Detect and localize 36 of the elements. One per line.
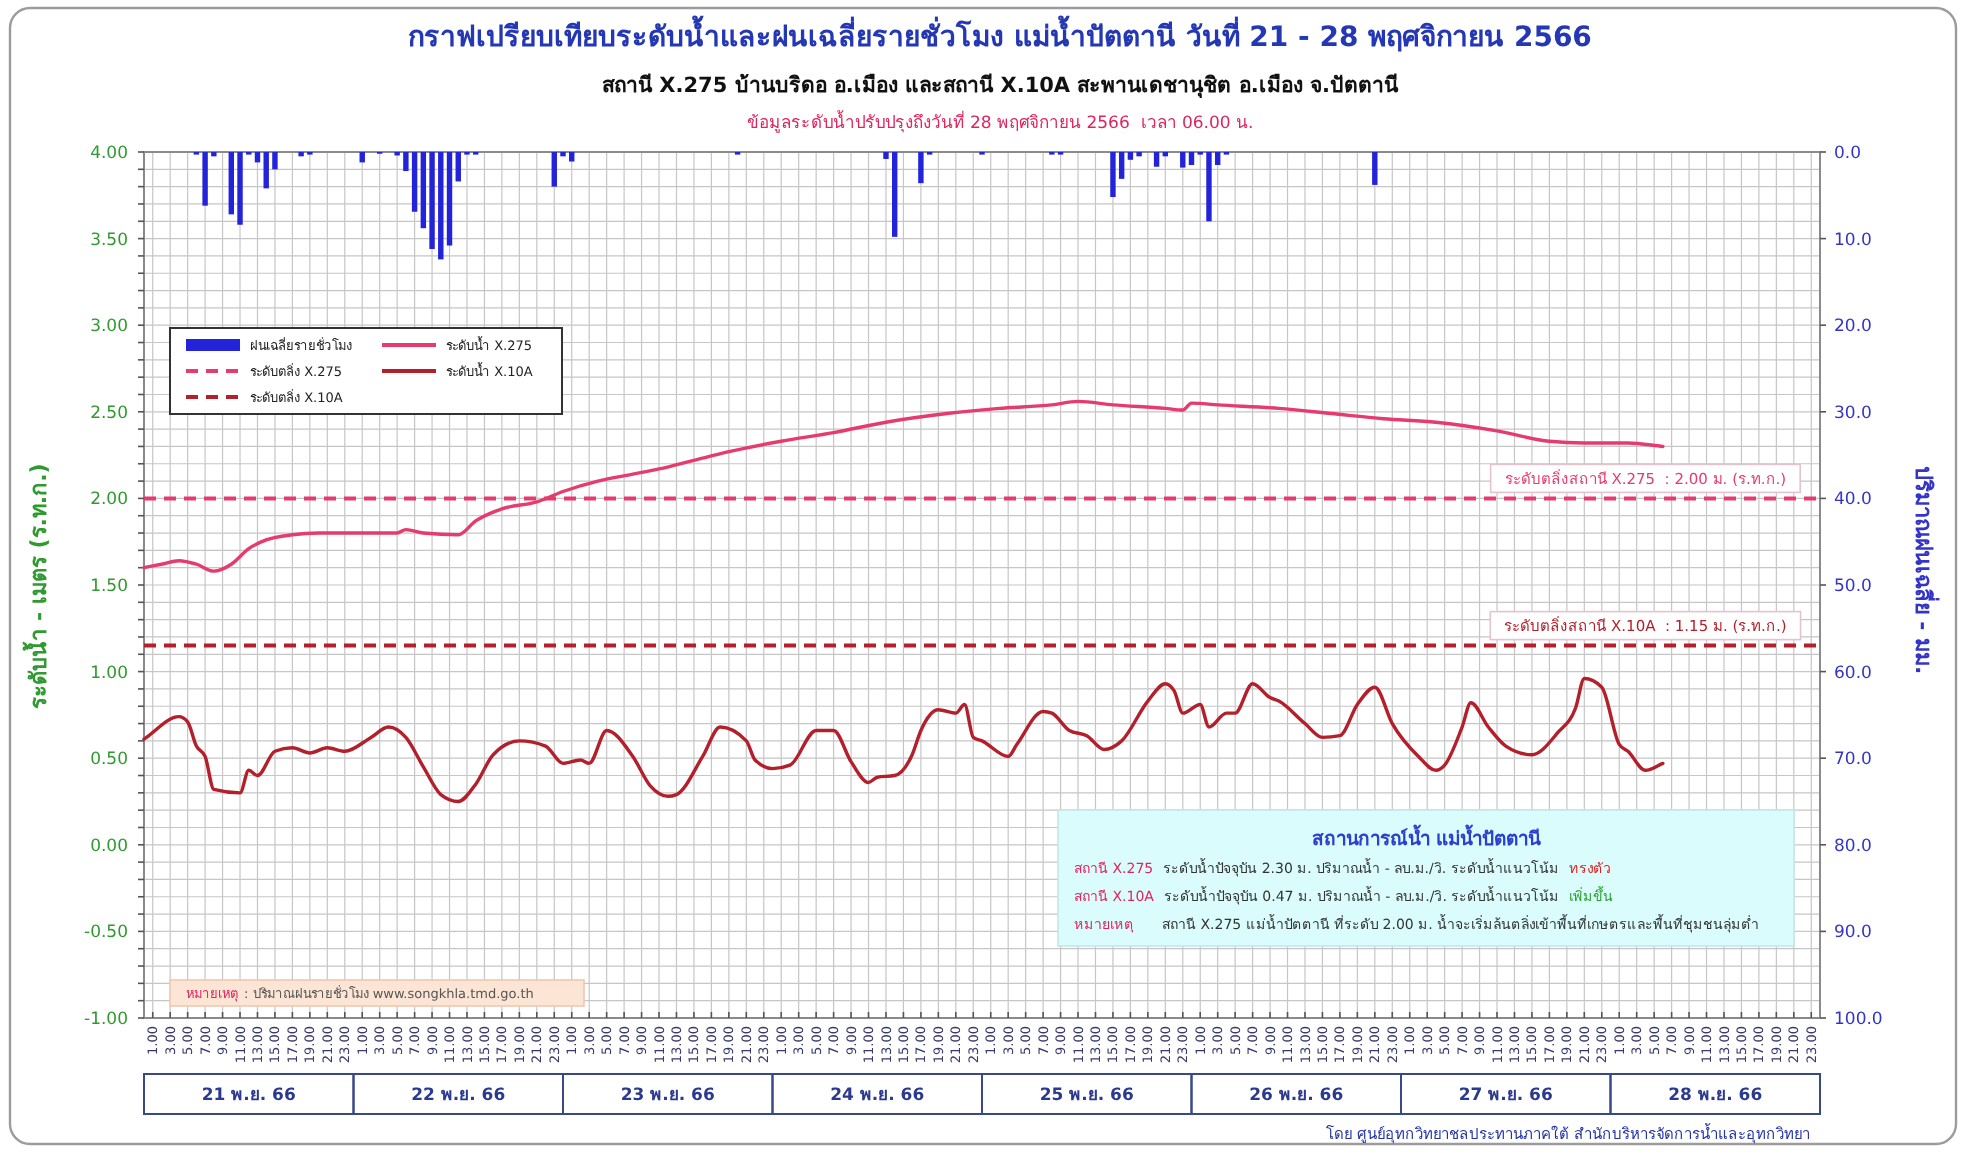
- y-tick-label: 0.00: [90, 836, 128, 857]
- y2-axis-title: ปริมาณฝนเฉลี่ย - มม.: [1910, 465, 1941, 675]
- y-tick-label: -0.50: [84, 923, 128, 944]
- y2-tick-label: 70.0: [1834, 750, 1872, 771]
- y2-tick-label: 80.0: [1834, 836, 1872, 857]
- y-axis-title: ระดับน้ำ - เมตร (ร.ท.ก.): [21, 463, 52, 709]
- y2-tick-label: 90.0: [1834, 923, 1872, 944]
- y-tick-label: 1.00: [90, 663, 128, 684]
- y2-tick-label: 100.0: [1834, 1009, 1883, 1030]
- y-tick-label: 3.00: [90, 317, 128, 338]
- y2-tick-label: 30.0: [1834, 403, 1872, 424]
- y2-tick-label: 10.0: [1834, 230, 1872, 251]
- y2-tick-label: 0.0: [1834, 143, 1862, 164]
- text: 24 พ.ย. 66: [830, 1085, 925, 1106]
- text: ข้อมูลระดับน้ำปรับปรุงถึงวันที่ 28 พฤศจิกายน 2566 เวลา 06.00 น.: [746, 110, 1254, 134]
- text: 23 พ.ย. 66: [620, 1085, 715, 1106]
- y-tick-label: -1.00: [84, 1009, 128, 1030]
- y2-tick-label: 40.0: [1834, 490, 1872, 511]
- text: 28 พ.ย. 66: [1668, 1085, 1763, 1106]
- annotation: สถานการณ์น้ำ แม่น้ำปัตตานี: [1311, 822, 1543, 851]
- y-tick-label: 1.50: [90, 576, 128, 597]
- chart-subtitle: สถานี X.275 บ้านบริดอ อ.เมือง และสถานี X.10A สะพานเดชานุชิต อ.เมือง จ.ปัตตานี: [601, 72, 1401, 100]
- y-tick-label: 2.00: [90, 490, 128, 511]
- text: 26 พ.ย. 66: [1249, 1085, 1344, 1106]
- y-tick-label: 2.50: [90, 403, 128, 424]
- chart-title: กราฟเปรียบเทียบระดับน้ำและฝนเฉลี่ยรายชั่วโมง แม่น้ำปัตตานี วันที่ 21 - 28 พฤศจิกายน 2566: [408, 14, 1592, 54]
- text: 21 พ.ย. 66: [201, 1085, 296, 1106]
- text: 25 พ.ย. 66: [1039, 1085, 1134, 1106]
- y-tick-label: 4.00: [90, 143, 128, 164]
- text: 27 พ.ย. 66: [1458, 1085, 1553, 1106]
- y2-tick-label: 50.0: [1834, 576, 1872, 597]
- y2-tick-label: 20.0: [1834, 317, 1872, 338]
- y-tick-label: 3.50: [90, 230, 128, 251]
- text: 22 พ.ย. 66: [411, 1085, 506, 1106]
- y2-tick-label: 60.0: [1834, 663, 1872, 684]
- y-tick-label: 0.50: [90, 750, 128, 771]
